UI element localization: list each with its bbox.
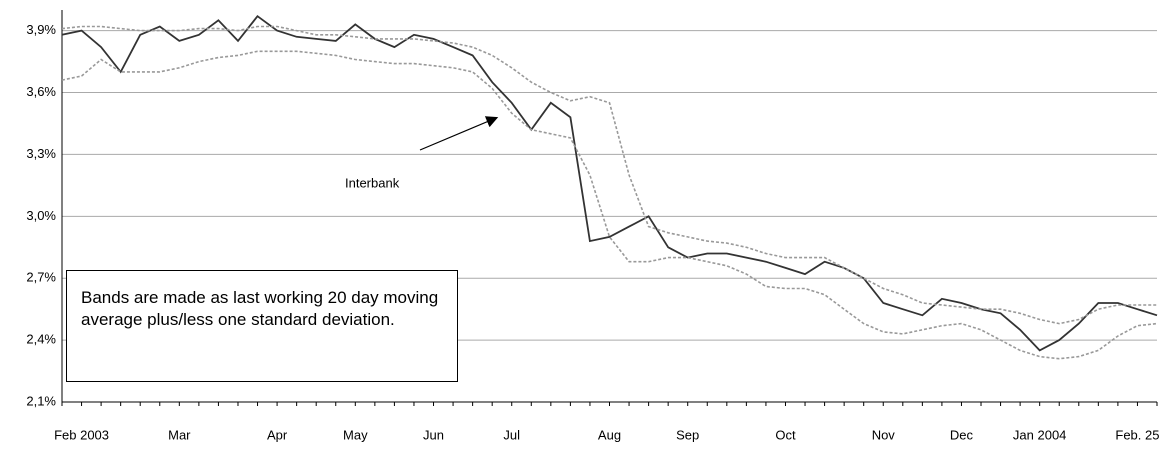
series-annotation: Interbank	[345, 175, 400, 190]
x-tick-label: Feb. 25	[1115, 427, 1159, 442]
note-box: Bands are made as last working 20 day mo…	[66, 270, 458, 382]
x-tick-label: Jul	[503, 427, 520, 442]
y-tick-label: 2,7%	[26, 270, 56, 285]
y-tick-label: 3,9%	[26, 22, 56, 37]
y-tick-label: 3,0%	[26, 208, 56, 223]
x-tick-label: Nov	[872, 427, 896, 442]
x-tick-label: Aug	[598, 427, 621, 442]
band-line	[61, 50, 1158, 360]
x-tick-label: Apr	[267, 427, 288, 442]
x-tick-label: Jan 2004	[1013, 427, 1067, 442]
x-tick-label: Dec	[950, 427, 974, 442]
x-tick-label: Jun	[423, 427, 444, 442]
series-line	[61, 14, 1158, 352]
y-tick-label: 2,4%	[26, 332, 56, 347]
x-tick-label: Sep	[676, 427, 699, 442]
annotation-arrow	[419, 116, 499, 151]
x-tick-label: Oct	[775, 427, 796, 442]
x-tick-label: May	[343, 427, 368, 442]
y-tick-label: 2,1%	[26, 393, 56, 408]
x-tick-label: Mar	[168, 427, 191, 442]
x-tick-label: Feb 2003	[54, 427, 109, 442]
band-line	[61, 25, 1157, 325]
y-tick-label: 3,3%	[26, 146, 56, 161]
y-tick-label: 3,6%	[26, 84, 56, 99]
